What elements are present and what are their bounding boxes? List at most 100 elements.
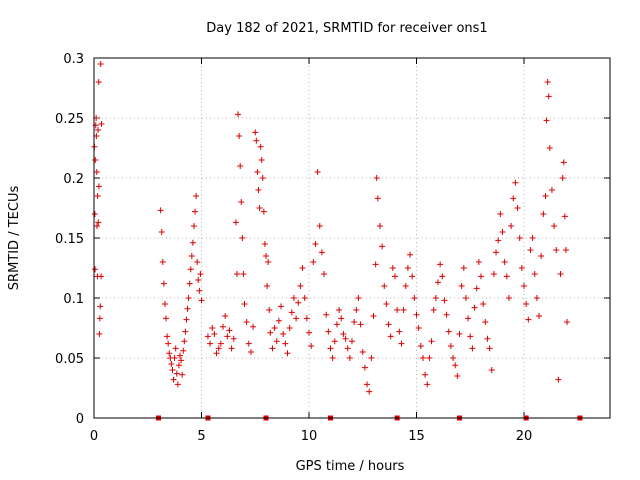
data-point-plus (215, 345, 222, 352)
data-point-plus (392, 273, 398, 280)
data-point-plus (381, 283, 388, 289)
data-point-plus (95, 219, 102, 226)
data-point-plus (187, 266, 194, 273)
data-point-plus (499, 229, 506, 235)
data-point-plus (385, 321, 392, 328)
data-point-plus (497, 211, 504, 217)
data-point-plus (253, 137, 260, 144)
data-point-plus (353, 307, 360, 313)
data-point-plus (525, 316, 532, 323)
data-point-plus (308, 343, 315, 349)
data-point-plus (422, 371, 429, 378)
data-point-plus (211, 331, 218, 337)
data-point-plus (540, 211, 547, 217)
chart-title: Day 182 of 2021, SRMTID for receiver ons… (206, 21, 487, 36)
data-point-plus (316, 223, 323, 229)
data-point-plus (480, 301, 487, 307)
data-point-plus (178, 357, 185, 364)
data-point-plus (159, 259, 166, 265)
x-tick-label: 5 (197, 429, 205, 444)
data-point-plus (424, 381, 431, 388)
data-point-plus (194, 259, 201, 265)
data-point-plus (417, 343, 424, 349)
plot-frame (93, 57, 611, 419)
data-point-plus (263, 253, 269, 259)
data-point-plus (389, 265, 396, 271)
data-point-plus (503, 273, 510, 280)
data-point-plus (189, 239, 196, 246)
data-point-plus (198, 297, 205, 304)
data-point-plus (452, 362, 459, 369)
data-point-plus (394, 307, 401, 313)
data-point-plus (98, 273, 105, 280)
data-point-plus (224, 333, 231, 340)
data-point-plus (445, 328, 452, 335)
data-point-plus (450, 355, 457, 361)
data-point-plus (557, 271, 564, 277)
data-point-plus (266, 307, 273, 313)
y-tick-label: 0.05 (55, 352, 84, 367)
data-point-plus (529, 235, 536, 241)
data-point-plus (493, 249, 500, 256)
data-point-plus (432, 295, 439, 301)
data-point-plus (228, 345, 235, 352)
data-point-plus (250, 323, 257, 330)
data-point-plus (293, 315, 300, 322)
data-point-plus (275, 317, 282, 324)
data-point-plus (441, 297, 448, 304)
data-point-plus (157, 207, 164, 214)
data-point-plus (486, 345, 493, 352)
data-point-plus (95, 183, 102, 190)
data-point-plus (185, 295, 192, 301)
data-point-plus (373, 175, 380, 181)
data-point-plus (282, 340, 289, 347)
data-point-plus (269, 345, 276, 352)
data-point-plus (430, 307, 437, 313)
data-point-plus (495, 237, 502, 244)
data-point-plus (170, 376, 177, 383)
data-point-plus (359, 349, 366, 355)
data-point-plus (475, 259, 482, 265)
data-point-plus (508, 223, 515, 229)
data-point-plus (179, 371, 186, 378)
data-point-plus (182, 328, 189, 335)
data-point-plus (527, 247, 534, 253)
data-point-plus (516, 235, 523, 241)
data-point-plus (510, 195, 517, 202)
data-point-plus (183, 316, 190, 323)
x-tick-label: 20 (516, 429, 533, 444)
data-point-plus (196, 287, 203, 294)
data-point-plus (171, 355, 178, 361)
data-point-plus (255, 187, 262, 193)
data-point-plus (161, 301, 168, 307)
data-point-plus (413, 311, 420, 318)
data-point-plus (160, 280, 167, 287)
data-point-plus (518, 265, 525, 271)
data-point-plus (462, 295, 469, 301)
data-point-plus (97, 303, 104, 310)
data-point-plus (207, 340, 214, 347)
data-point-plus (333, 321, 340, 328)
y-tick-label: 0.1 (63, 292, 84, 307)
data-point-plus (257, 143, 264, 150)
data-point-plus (346, 355, 353, 361)
y-tick-label: 0.25 (55, 112, 84, 127)
grid-lines (94, 58, 610, 418)
data-point-plus (471, 304, 478, 311)
data-point-plus (236, 133, 243, 139)
data-point-plus (261, 241, 268, 247)
data-point-plus (562, 247, 569, 253)
data-point-plus (428, 338, 435, 345)
data-point-plus (240, 271, 247, 277)
y-tick-label: 0 (76, 412, 84, 427)
data-point-plus (286, 325, 293, 331)
data-point-plus (564, 319, 570, 325)
data-point-plus (158, 229, 165, 235)
data-point-plus (340, 331, 347, 337)
data-point-plus (94, 193, 101, 199)
data-point-plus (555, 376, 562, 383)
data-point-plus (544, 79, 551, 85)
data-point-plus (91, 211, 98, 217)
data-point-plus (238, 199, 245, 205)
